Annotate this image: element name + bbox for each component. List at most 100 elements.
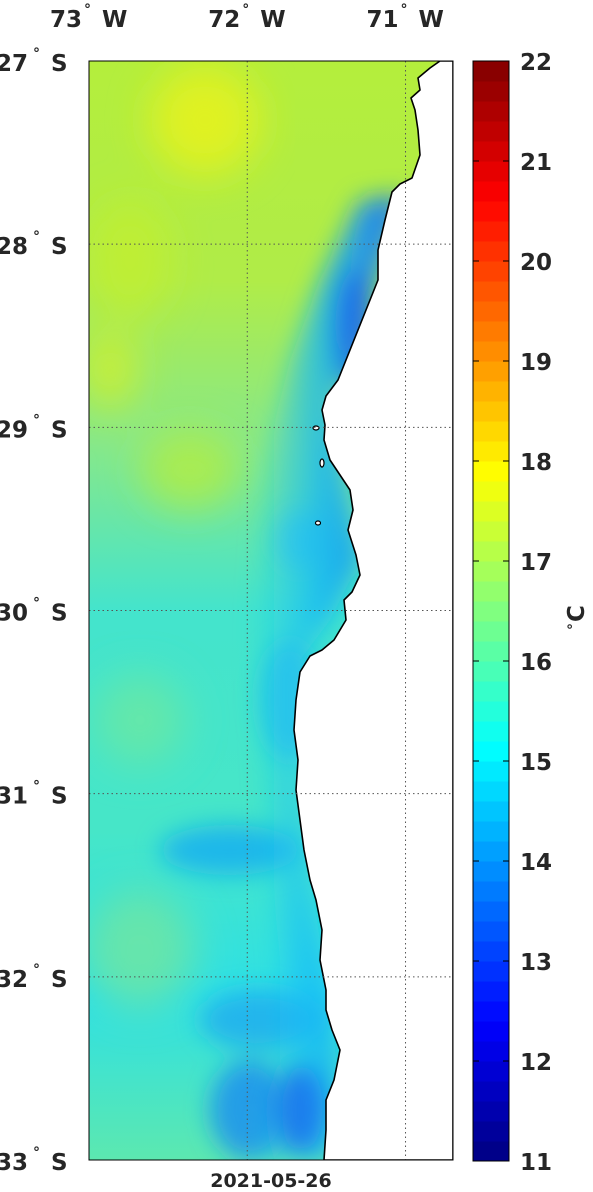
colorbar-band xyxy=(473,941,509,962)
colorbar-ticks: 22 21 20 19 18 17 16 15 14 13 12 11 xyxy=(473,50,552,1176)
lon-degree-sign: ° xyxy=(401,2,408,18)
colorbar-band xyxy=(473,981,509,1002)
colorbar-band xyxy=(473,641,509,662)
colorbar-tick-label: 20 xyxy=(520,250,552,276)
colorbar-tick-label: 13 xyxy=(520,950,552,976)
lat-tick-label: 27 ° S xyxy=(0,46,68,77)
colorbar-band xyxy=(473,881,509,902)
colorbar-band xyxy=(473,1021,509,1042)
lat-degree-value: 32 xyxy=(0,967,28,993)
colorbar-band xyxy=(473,521,509,542)
colorbar-tick-label: 17 xyxy=(520,550,552,576)
colorbar-band xyxy=(473,841,509,862)
lon-tick-label: 72 ° W xyxy=(208,2,285,33)
colorbar-band xyxy=(473,201,509,222)
lat-hemisphere: S xyxy=(51,601,68,627)
colorbar-band xyxy=(473,821,509,842)
lat-degree-value: 29 xyxy=(0,417,28,443)
warm-patches xyxy=(89,65,260,1010)
lat-tick-label: 32 ° S xyxy=(0,962,68,993)
colorbar-band xyxy=(473,481,509,502)
colorbar-band xyxy=(473,241,509,262)
colorbar-band xyxy=(473,401,509,422)
colorbar-band xyxy=(473,801,509,822)
map-area xyxy=(89,61,453,1160)
lat-hemisphere: S xyxy=(51,967,68,993)
lat-degree-sign: ° xyxy=(33,962,40,978)
colorbar-band xyxy=(473,741,509,762)
colorbar-band xyxy=(473,721,509,742)
colorbar-band xyxy=(473,181,509,202)
lat-degree-sign: ° xyxy=(33,1145,40,1161)
lon-degree-value: 73 xyxy=(50,7,82,33)
unit-degree: ° xyxy=(566,623,582,630)
colorbar-band xyxy=(473,361,509,382)
colorbar-band xyxy=(473,1001,509,1022)
lon-hemisphere: W xyxy=(102,7,127,33)
colorbar-unit: ° C xyxy=(564,605,590,630)
colorbar-band xyxy=(473,321,509,342)
colorbar-band xyxy=(473,421,509,442)
colorbar-band xyxy=(473,961,509,982)
colorbar-tick-label: 18 xyxy=(520,450,552,476)
unit-letter: C xyxy=(564,605,590,622)
colorbar-band xyxy=(473,561,509,582)
lon-degree-value: 72 xyxy=(208,7,240,33)
colorbar-tick-label: 16 xyxy=(520,650,552,676)
lon-degree-value: 71 xyxy=(367,7,399,33)
lat-tick-label: 28 ° S xyxy=(0,229,68,260)
lon-degree-sign: ° xyxy=(242,2,249,18)
lat-degree-sign: ° xyxy=(33,412,40,428)
colorbar-band xyxy=(473,441,509,462)
colorbar-tick-label: 11 xyxy=(520,1150,552,1176)
colorbar-band xyxy=(473,141,509,162)
lat-degree-value: 28 xyxy=(0,234,28,260)
colorbar-bands xyxy=(472,60,510,1162)
lat-degree-value: 27 xyxy=(0,51,28,77)
lat-tick-label: 29 ° S xyxy=(0,412,68,443)
colorbar-band xyxy=(473,761,509,782)
graticule xyxy=(89,61,453,1160)
lat-hemisphere: S xyxy=(51,1150,68,1176)
lon-tick-label: 73 ° W xyxy=(50,2,127,33)
colorbar-band xyxy=(473,161,509,182)
lon-hemisphere: W xyxy=(419,7,444,33)
islands xyxy=(312,425,325,526)
colorbar-band xyxy=(473,681,509,702)
colorbar: 22 21 20 19 18 17 16 15 14 13 12 11 ° C xyxy=(472,50,590,1176)
colorbar-band xyxy=(473,1121,509,1142)
colorbar-band xyxy=(473,921,509,942)
colorbar-band xyxy=(473,581,509,602)
lat-hemisphere: S xyxy=(51,51,68,77)
lat-degree-sign: ° xyxy=(33,596,40,612)
lat-hemisphere: S xyxy=(51,417,68,443)
lat-degree-sign: ° xyxy=(33,46,40,62)
colorbar-band xyxy=(473,101,509,122)
colorbar-band xyxy=(473,541,509,562)
colorbar-band xyxy=(473,1041,509,1062)
colorbar-band xyxy=(473,861,509,882)
colorbar-tick-label: 19 xyxy=(520,350,552,376)
colorbar-tick-label: 14 xyxy=(520,850,552,876)
colorbar-band xyxy=(473,1141,509,1162)
colorbar-band xyxy=(473,461,509,482)
lat-degree-value: 33 xyxy=(0,1150,28,1176)
colorbar-band xyxy=(473,61,509,82)
colorbar-frame xyxy=(472,60,510,1162)
latitude-labels: 27 ° S 28 ° S 29 ° S 30 ° S 31 ° S 32 ° S 33 ° S xyxy=(0,46,68,1176)
colorbar-tick-label: 15 xyxy=(520,750,552,776)
colorbar-band xyxy=(473,661,509,682)
colorbar-band xyxy=(473,81,509,102)
lat-tick-label: 30 ° S xyxy=(0,596,68,627)
colorbar-band xyxy=(473,701,509,722)
colorbar-band xyxy=(473,781,509,802)
colorbar-band xyxy=(473,1081,509,1102)
lat-degree-sign: ° xyxy=(33,229,40,245)
lat-tick-label: 33 ° S xyxy=(0,1145,68,1176)
colorbar-tick-label: 21 xyxy=(520,150,552,176)
colorbar-band xyxy=(473,621,509,642)
date-label: 2021-05-26 xyxy=(210,1170,332,1188)
lon-hemisphere: W xyxy=(260,7,285,33)
lat-hemisphere: S xyxy=(51,784,68,810)
